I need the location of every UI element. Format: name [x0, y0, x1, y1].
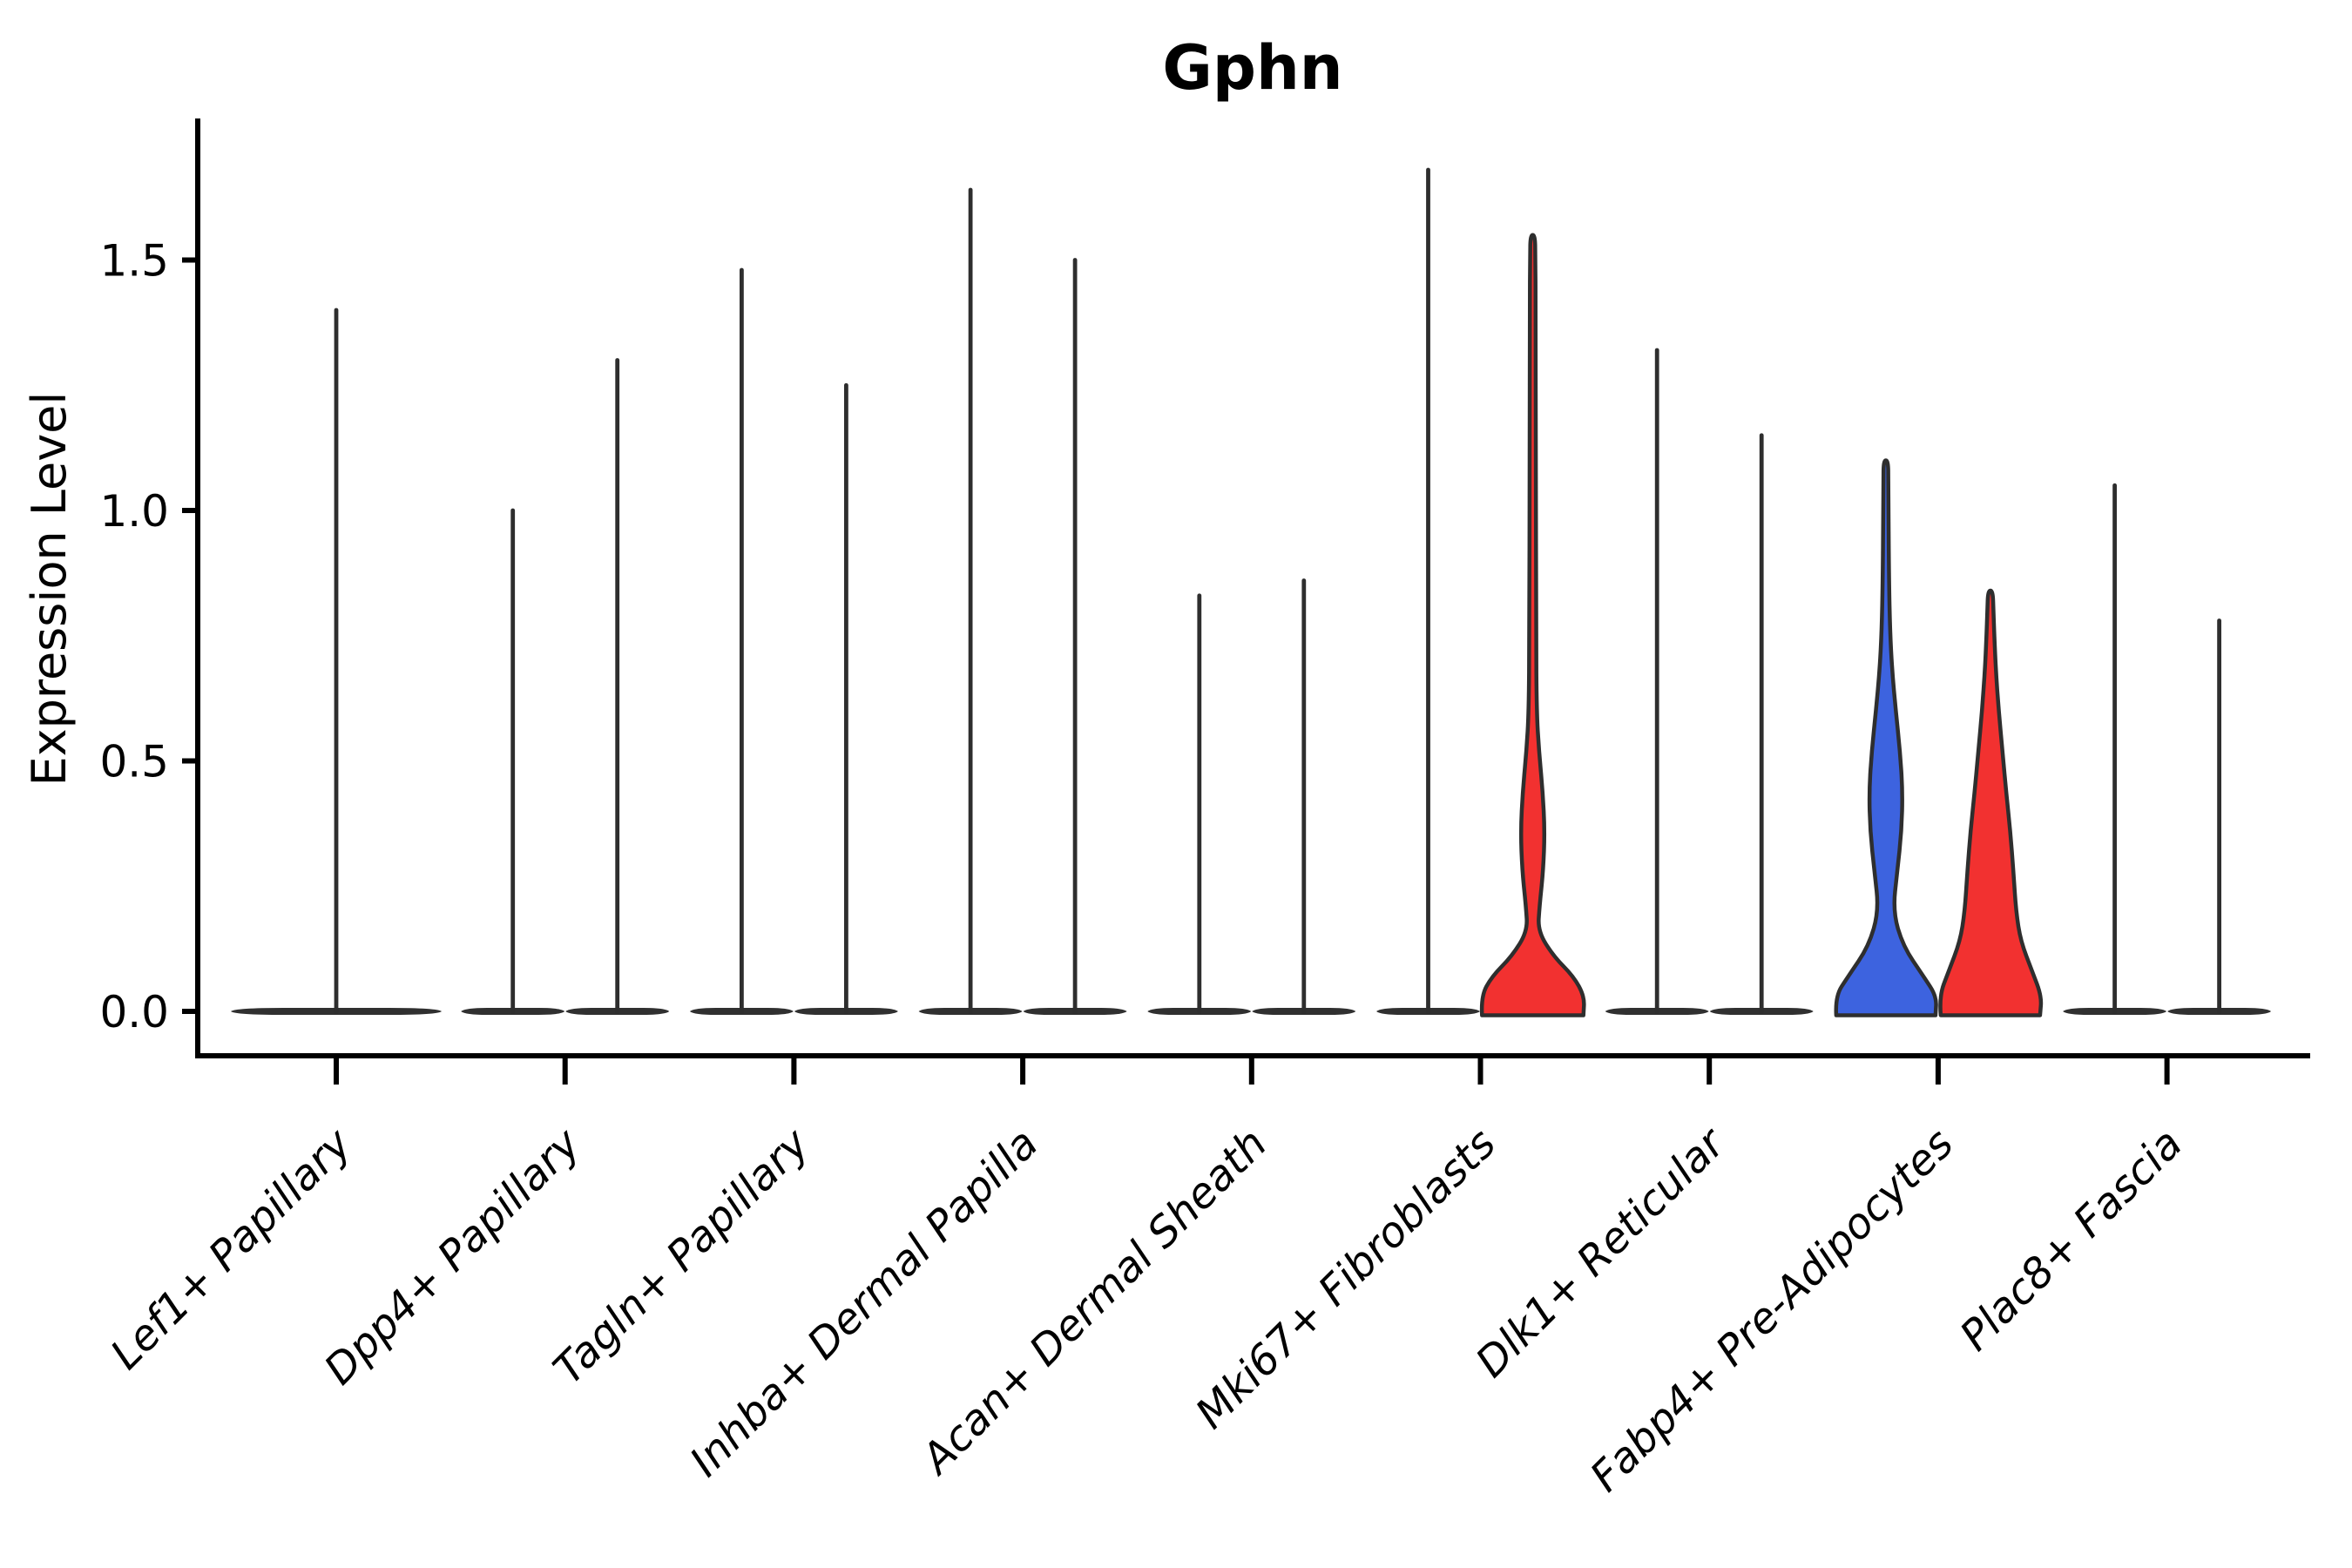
x-tick-label-plac8-fascia: Plac8+ Fascia [1950, 1119, 2192, 1361]
y-tick-label-1.5: 1.5 [99, 236, 169, 287]
violin-fabp4-pre-adipocytes-right-red [1938, 588, 2044, 1017]
x-tick-label-fabp4-pre-adipocytes: Fabp4+ Pre-Adipocytes [1581, 1119, 1963, 1502]
y-tick-label-1.0: 1.0 [99, 486, 169, 537]
y-axis-label: Expression Level [22, 392, 77, 787]
x-tick-label-tagln-papillary: Tagln+ Papillary [544, 1119, 820, 1394]
chart-title: Gphn [1162, 32, 1342, 104]
y-tick-label-0.0: 0.0 [99, 987, 169, 1037]
x-tick-label-dpp4-papillary: Dpp4+ Papillary [315, 1119, 591, 1394]
x-tick-label-dlk1-reticular: Dlk1+ Reticular [1466, 1118, 1736, 1388]
violin-fabp4-pre-adipocytes-left-blue [1834, 458, 1938, 1017]
violin-mki67-fibroblasts-right-red [1479, 233, 1586, 1017]
y-tick-label-0.5: 0.5 [99, 737, 169, 787]
x-tick-label-lef1-papillary: Lef1+ Papillary [101, 1119, 362, 1379]
